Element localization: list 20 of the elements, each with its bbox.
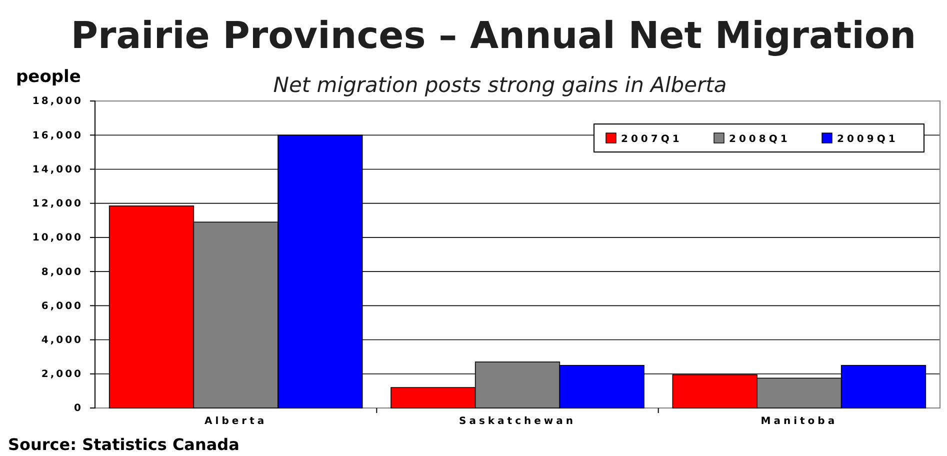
y-tick-label: 0 — [74, 403, 83, 414]
x-tick-label: Alberta — [204, 416, 268, 427]
y-tick-label: 8,000 — [41, 266, 83, 278]
chart-subtitle: Net migration posts strong gains in Alberta — [273, 73, 727, 97]
y-tick-label: 6,000 — [41, 300, 83, 312]
y-axis-title: people — [16, 67, 81, 87]
y-tick-label: 2,000 — [41, 369, 83, 380]
y-tick-label: 18,000 — [32, 96, 83, 108]
y-tick-label: 16,000 — [32, 130, 83, 142]
x-tick-label: Saskatchewan — [458, 416, 576, 427]
legend-label: 2007Q1 — [621, 134, 682, 145]
source-note: Source: Statistics Canada — [8, 435, 240, 454]
x-tick-label: Manitoba — [760, 416, 838, 427]
y-tick-label: 10,000 — [32, 232, 83, 244]
legend-label: 2008Q1 — [729, 134, 790, 145]
chart-title: Prairie Provinces – Annual Net Migration — [70, 14, 916, 57]
legend-label: 2009Q1 — [837, 134, 898, 145]
y-tick-label: 12,000 — [32, 198, 83, 210]
y-tick-label: 14,000 — [32, 164, 83, 176]
y-tick-label: 4,000 — [41, 334, 83, 346]
